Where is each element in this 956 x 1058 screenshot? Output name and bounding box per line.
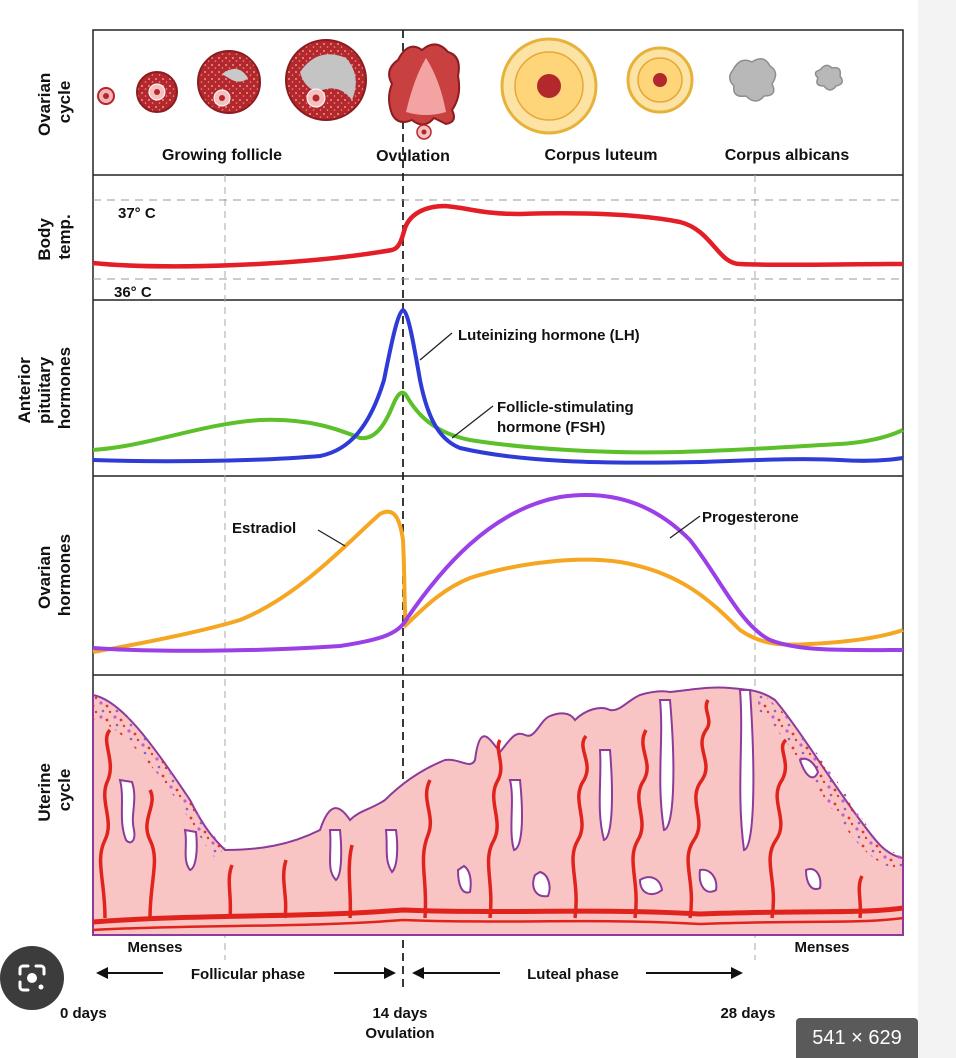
body-temperature-panel: 37° C 36° C xyxy=(92,199,904,301)
lh-curve xyxy=(92,307,904,465)
spiral-arteries xyxy=(98,699,864,919)
corpus-luteum-small xyxy=(626,46,694,114)
row-labels: Ovarian cycle Body temp. Anterior pituit… xyxy=(15,68,74,822)
lens-camera-icon xyxy=(18,964,46,992)
ovulation-day-label: Ovulation xyxy=(365,1025,434,1042)
fsh-label-line1: Follicle-stimulating xyxy=(497,399,634,416)
progesterone-curve xyxy=(92,492,904,653)
menstrual-cycle-diagram: Ovarian cycle Body temp. Anterior pituit… xyxy=(15,29,904,1042)
ovarian-stage-labels: Growing follicle Ovulation Corpus luteum… xyxy=(162,147,849,165)
day-28-label: 28 days xyxy=(720,1005,775,1022)
label-corpus-albicans: Corpus albicans xyxy=(725,147,850,164)
fsh-label-line2: hormone (FSH) xyxy=(497,419,605,436)
corpus-luteum-large xyxy=(500,37,598,135)
svg-text:Body temp.: Body temp. xyxy=(35,213,74,260)
day-axis-labels: 0 days 14 days Ovulation 28 days xyxy=(60,1005,776,1042)
row-label-ovarian-hormones-1: Ovarian xyxy=(35,546,54,609)
phase-labels: Menses Menses Follicular phase Luteal ph… xyxy=(96,939,850,983)
row-label-body-temp-1: Body xyxy=(35,218,54,261)
svg-text:Anterior pituitary: Anterior pituitary hormones xyxy=(15,347,74,429)
svg-text:Ovarian cycle: Ovarian cycle xyxy=(35,68,74,136)
ovarian-hormones-panel: Estradiol Progesterone xyxy=(92,492,904,654)
basal-artery xyxy=(92,905,904,925)
uterine-cycle-panel xyxy=(92,686,904,936)
svg-text:Uterine cycle: Uterine cycle xyxy=(35,758,74,821)
row-label-pituitary-3: hormones xyxy=(55,347,74,429)
ovarian-cycle-illustrations xyxy=(97,37,843,140)
row-label-pituitary-2: pituitary xyxy=(35,356,54,424)
lens-search-button[interactable] xyxy=(0,946,64,1010)
temp-37-label: 37° C xyxy=(118,205,156,222)
row-label-pituitary-1: Anterior xyxy=(15,357,34,424)
follicle-stage-1 xyxy=(97,87,115,105)
row-label-uterine-cycle-1: Uterine xyxy=(35,763,54,822)
row-label-ovarian-hormones-2: hormones xyxy=(55,534,74,616)
estradiol-label: Estradiol xyxy=(232,520,296,537)
fsh-curve xyxy=(92,390,904,455)
svg-text:Ovarian hormones: Ovarian hormones xyxy=(35,534,74,616)
corpus-albicans-large xyxy=(729,58,777,102)
follicular-phase-label: Follicular phase xyxy=(191,966,305,983)
row-label-uterine-cycle-2: cycle xyxy=(55,769,74,812)
label-corpus-luteum: Corpus luteum xyxy=(545,147,658,164)
day-0-label: 0 days xyxy=(60,1005,107,1022)
progesterone-label: Progesterone xyxy=(702,509,799,526)
lh-label: Luteinizing hormone (LH) xyxy=(458,327,640,344)
temperature-curve xyxy=(92,203,904,269)
follicle-stage-4 xyxy=(285,39,367,121)
luteal-phase-label: Luteal phase xyxy=(527,966,619,983)
follicle-stage-2 xyxy=(136,71,178,113)
image-size-badge: 541 × 629 xyxy=(796,1018,918,1058)
pituitary-hormones-panel: Luteinizing hormone (LH) Follicle-stimul… xyxy=(92,307,904,465)
menses-end-label: Menses xyxy=(794,939,849,956)
ovulation-follicle xyxy=(388,43,461,140)
temp-36-label: 36° C xyxy=(114,284,152,301)
estradiol-curve xyxy=(92,509,904,654)
menstrual-debris-late xyxy=(758,692,903,870)
row-label-body-temp-2: temp. xyxy=(55,214,74,259)
follicle-stage-3 xyxy=(197,50,261,114)
label-growing-follicle: Growing follicle xyxy=(162,147,282,164)
row-label-ovarian-cycle-2: cycle xyxy=(55,81,74,124)
corpus-albicans-small xyxy=(814,64,843,91)
endometrial-glands xyxy=(118,689,822,898)
side-panel xyxy=(918,0,956,1058)
row-label-ovarian-cycle-1: Ovarian xyxy=(35,73,54,136)
label-ovulation: Ovulation xyxy=(376,148,450,165)
menstrual-debris xyxy=(93,695,225,858)
menses-start-label: Menses xyxy=(127,939,182,956)
day-14-label: 14 days xyxy=(372,1005,427,1022)
